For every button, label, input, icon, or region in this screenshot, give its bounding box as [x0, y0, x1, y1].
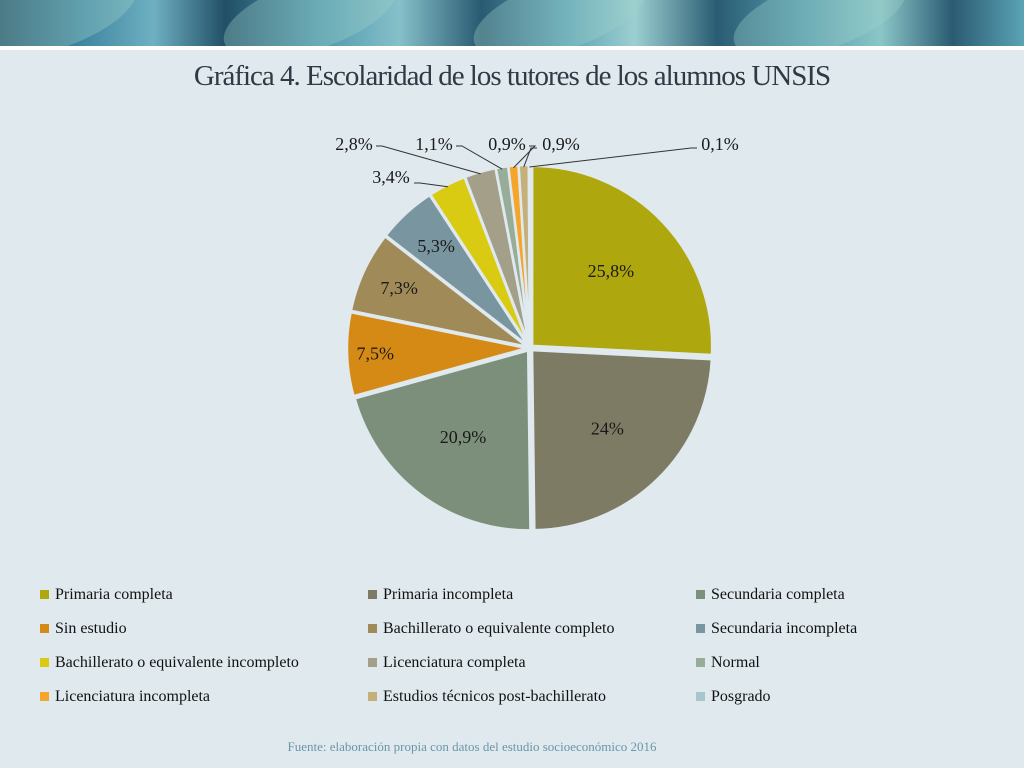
leader-line-9 — [456, 145, 503, 170]
legend-label: Secundaria completa — [711, 585, 845, 603]
chart-title: Gráfica 4. Escolaridad de los tutores de… — [193, 60, 831, 92]
legend-swatch — [696, 590, 705, 599]
legend-label: Primaria completa — [55, 585, 173, 603]
legend-swatch — [40, 658, 49, 667]
legend-item: Secundaria completa — [696, 585, 996, 604]
legend-item: Posgrado — [696, 687, 996, 706]
pie-slice-5 — [349, 234, 529, 348]
legend-swatch — [40, 692, 49, 701]
pie-slice-4 — [345, 310, 528, 398]
legend-label: Normal — [711, 653, 760, 671]
pie-slice-2 — [530, 348, 714, 532]
header-banner — [0, 0, 1024, 46]
legend-swatch — [368, 590, 377, 599]
banner-divider — [0, 46, 1024, 50]
legend-item: Sin estudio — [40, 619, 368, 638]
legend-label: Secundaria incompleta — [711, 619, 858, 637]
legend-swatch — [40, 624, 49, 633]
pie-slice-3 — [353, 348, 532, 532]
legend-swatch — [696, 658, 705, 667]
slice-label-8: 2,8% — [335, 134, 373, 154]
slice-label-7: 3,4% — [372, 167, 410, 187]
slice-label-10: 0,9% — [488, 134, 526, 154]
leader-line-10 — [513, 145, 537, 169]
leader-line-12 — [529, 147, 697, 168]
pie-chart: 25,8% 24% 20,9% 7,5% 7,3% 5,3% 3,4% 2,8% 1,1% 0,9… — [335, 134, 739, 532]
legend-label: Bachillerato o equivalente incompleto — [55, 653, 299, 671]
slice-label-5: 7,3% — [380, 278, 418, 298]
slice-label-3: 20,9% — [440, 427, 487, 447]
chart-legend: Primaria completa Primaria incompleta Secu… — [40, 585, 1000, 706]
legend-swatch — [368, 658, 377, 667]
legend-label: Sin estudio — [55, 619, 127, 637]
legend-label: Bachillerato o equivalente completo — [383, 619, 615, 637]
legend-swatch — [368, 624, 377, 633]
leader-line-7 — [414, 182, 448, 188]
slice-label-6: 5,3% — [417, 236, 455, 256]
legend-item: Primaria incompleta — [368, 585, 696, 604]
slice-label-11: 0,9% — [542, 134, 580, 154]
leader-line-8 — [376, 145, 481, 175]
legend-item: Licenciatura incompleta — [40, 687, 368, 706]
legend-label: Licenciatura completa — [383, 653, 526, 671]
pie-slice-1 — [530, 164, 714, 357]
legend-swatch — [368, 692, 377, 701]
legend-item: Bachillerato o equivalente incompleto — [40, 653, 368, 672]
slice-label-9: 1,1% — [415, 134, 453, 154]
pie-slice-12 — [527, 163, 532, 346]
legend-label: Posgrado — [711, 687, 771, 705]
legend-item: Primaria completa — [40, 585, 368, 604]
legend-item: Licenciatura completa — [368, 653, 696, 672]
legend-swatch — [696, 692, 705, 701]
legend-swatch — [40, 590, 49, 599]
legend-item: Bachillerato o equivalente completo — [368, 619, 696, 638]
legend-swatch — [696, 624, 705, 633]
slice-label-1: 25,8% — [588, 261, 635, 281]
legend-item: Normal — [696, 653, 996, 672]
legend-item: Estudios técnicos post-bachillerato — [368, 687, 696, 706]
legend-label: Primaria incompleta — [383, 585, 514, 603]
slice-label-4: 7,5% — [357, 343, 395, 363]
leader-line-11 — [523, 147, 537, 168]
source-note: Fuente: elaboración propia con datos del… — [287, 739, 657, 754]
legend-label: Licenciatura incompleta — [55, 687, 211, 705]
slice-label-12: 0,1% — [701, 134, 739, 154]
legend-item: Secundaria incompleta — [696, 619, 996, 638]
legend-label: Estudios técnicos post-bachillerato — [383, 687, 607, 705]
slice-label-2: 24% — [591, 418, 624, 438]
